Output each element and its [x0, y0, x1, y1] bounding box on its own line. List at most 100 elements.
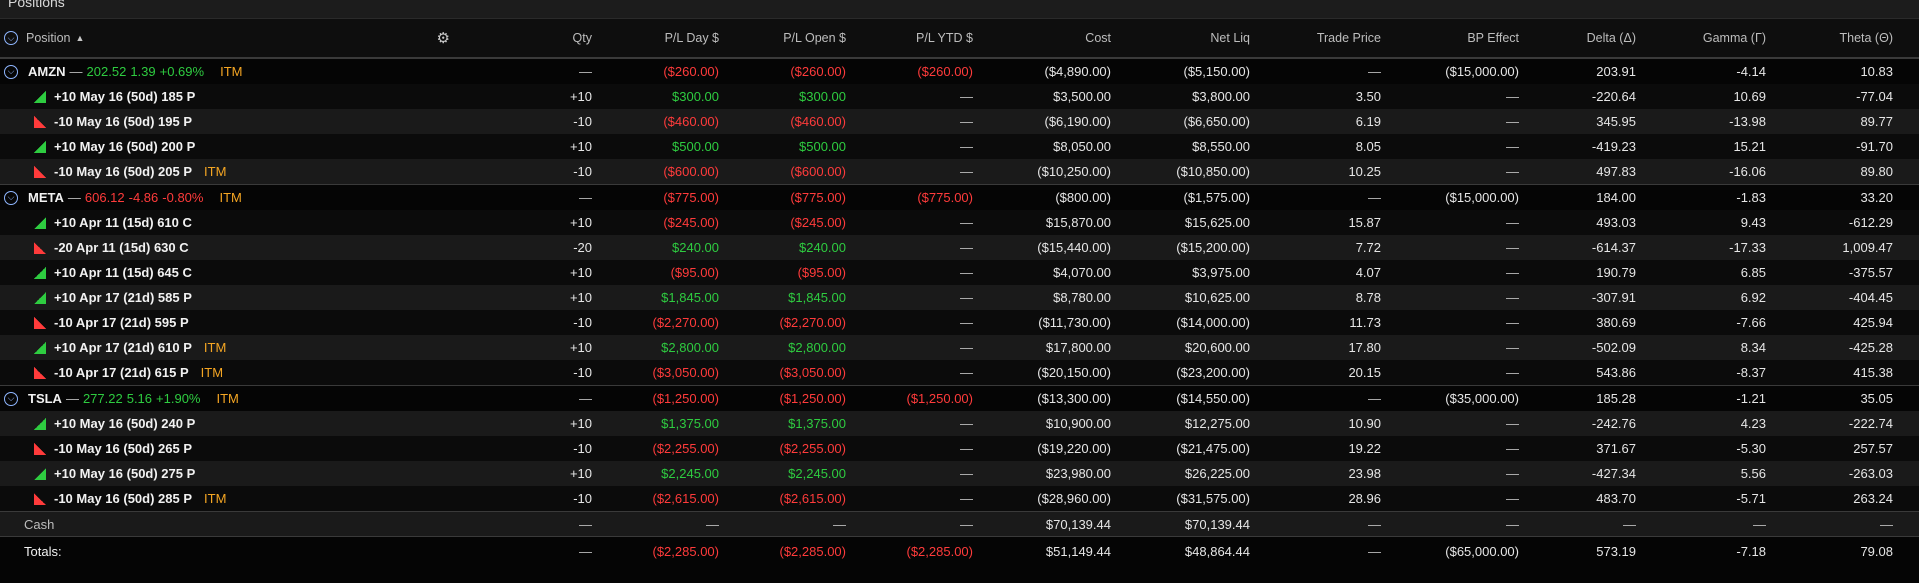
- totals-pl-day: ($2,285.00): [652, 544, 720, 559]
- leg-trade-price: 8.05: [1355, 139, 1381, 154]
- position-group-row[interactable]: ⌵ META —606.12 -4.86 -0.80% ITM — ($775.00) ($77…: [0, 184, 1919, 210]
- leg-pl-open: ($460.00): [790, 114, 846, 129]
- leg-theta: -612.29: [1848, 215, 1893, 230]
- leg-qty: -10: [573, 365, 592, 380]
- leg-gamma: 5.56: [1740, 466, 1766, 481]
- leg-cost: ($20,150.00): [1037, 365, 1111, 380]
- leg-cost: $3,500.00: [1053, 89, 1111, 104]
- itm-badge: ITM: [204, 164, 227, 179]
- totals-bp-effect: ($65,000.00): [1445, 544, 1519, 559]
- group-bp-effect: ($15,000.00): [1445, 64, 1519, 79]
- separator-dash: —: [65, 391, 79, 406]
- leg-delta: 493.03: [1596, 215, 1636, 230]
- table-row[interactable]: -10 May 16 (50d) 205 P ITM -10 ($600.00) ($6…: [0, 159, 1919, 184]
- leg-bp-effect: —: [1506, 164, 1519, 179]
- cash-row[interactable]: Cash — — — — $70,139.44 $70,139.44 — — —…: [0, 511, 1919, 536]
- table-row[interactable]: +10 Apr 11 (15d) 610 C +10 ($245.00) ($245.…: [0, 210, 1919, 235]
- position-group-row[interactable]: ⌵ TSLA —277.22 5.16 +1.90% ITM — ($1,250.00) ($1…: [0, 385, 1919, 411]
- leg-pl-open: ($2,615.00): [779, 491, 847, 506]
- leg-cost: ($28,960.00): [1037, 491, 1111, 506]
- leg-pl-open: $1,845.00: [788, 290, 846, 305]
- leg-theta: 89.80: [1860, 164, 1893, 179]
- header-pl-ytd[interactable]: P/L YTD $: [916, 31, 973, 45]
- leg-qty: -10: [573, 441, 592, 456]
- leg-net-liq: ($21,475.00): [1176, 441, 1250, 456]
- table-row[interactable]: -20 Apr 11 (15d) 630 C -20 $240.00 $240.00 —…: [0, 235, 1919, 260]
- leg-pl-ytd: —: [960, 114, 973, 129]
- table-row[interactable]: +10 May 16 (50d) 200 P +10 $500.00 $500.00 —…: [0, 134, 1919, 159]
- group-pl-day: ($260.00): [663, 64, 719, 79]
- header-trade-price[interactable]: Trade Price: [1316, 31, 1381, 45]
- group-cost: ($4,890.00): [1044, 64, 1112, 79]
- itm-badge: ITM: [204, 491, 227, 506]
- header-qty[interactable]: Qty: [572, 31, 592, 45]
- leg-trade-price: 23.98: [1348, 466, 1381, 481]
- collapse-icon[interactable]: ⌵: [4, 391, 18, 406]
- leg-theta: 257.57: [1853, 441, 1893, 456]
- group-pl-open: ($1,250.00): [779, 391, 847, 406]
- group-cost: ($800.00): [1055, 190, 1111, 205]
- collapse-icon[interactable]: ⌵: [4, 64, 18, 79]
- table-row[interactable]: +10 Apr 17 (21d) 610 P ITM +10 $2,800.00 $2,…: [0, 335, 1919, 360]
- table-row[interactable]: -10 May 16 (50d) 285 P ITM -10 ($2,615.00) (…: [0, 486, 1919, 511]
- leg-pl-ytd: —: [960, 315, 973, 330]
- header-theta[interactable]: Theta (Θ): [1839, 31, 1894, 45]
- group-net-liq: ($14,550.00): [1176, 391, 1250, 406]
- header-bp-effect[interactable]: BP Effect: [1467, 31, 1519, 45]
- table-row[interactable]: -10 Apr 17 (21d) 595 P -10 ($2,270.00) ($2,…: [0, 310, 1919, 335]
- leg-description: -10 Apr 17 (21d) 615 P: [54, 365, 189, 380]
- header-pl-day[interactable]: P/L Day $: [664, 31, 719, 45]
- underlying-change: 1.39: [130, 64, 156, 79]
- long-leg-icon: [34, 216, 46, 229]
- header-gamma[interactable]: Gamma (Γ): [1702, 31, 1766, 45]
- header-net-liq[interactable]: Net Liq: [1210, 31, 1250, 45]
- leg-pl-day: $1,845.00: [661, 290, 719, 305]
- table-row[interactable]: -10 Apr 17 (21d) 615 P ITM -10 ($3,050.00) (…: [0, 360, 1919, 385]
- leg-pl-day: $300.00: [672, 89, 719, 104]
- totals-pl-ytd: ($2,285.00): [906, 544, 974, 559]
- leg-delta: 371.67: [1596, 441, 1636, 456]
- group-qty: —: [579, 64, 592, 79]
- long-leg-icon: [34, 341, 46, 354]
- totals-theta: 79.08: [1860, 544, 1893, 559]
- long-leg-icon: [34, 266, 46, 279]
- short-leg-icon: [34, 165, 46, 178]
- leg-trade-price: 10.90: [1348, 416, 1381, 431]
- leg-delta: 380.69: [1596, 315, 1636, 330]
- leg-bp-effect: —: [1506, 441, 1519, 456]
- table-row[interactable]: +10 May 16 (50d) 275 P +10 $2,245.00 $2,245…: [0, 461, 1919, 486]
- gear-icon[interactable]: ⚙: [436, 30, 450, 47]
- cash-net-liq: $70,139.44: [1184, 516, 1250, 532]
- expand-all-icon[interactable]: ⌵: [4, 31, 18, 45]
- leg-pl-day: ($2,615.00): [652, 491, 720, 506]
- leg-description: -10 May 16 (50d) 285 P: [54, 491, 193, 506]
- header-cost[interactable]: Cost: [1085, 31, 1111, 45]
- header-position[interactable]: ⌵ Position ▲ ⚙: [0, 29, 460, 47]
- long-leg-icon: [34, 140, 46, 153]
- leg-gamma: -8.37: [1736, 365, 1766, 380]
- table-row[interactable]: +10 Apr 11 (15d) 645 C +10 ($95.00) ($95.00…: [0, 260, 1919, 285]
- leg-description: +10 May 16 (50d) 240 P: [54, 416, 196, 431]
- table-row[interactable]: -10 May 16 (50d) 265 P -10 ($2,255.00) ($2,…: [0, 436, 1919, 461]
- position-group-row[interactable]: ⌵ AMZN —202.52 1.39 +0.69% ITM — ($260.00) ($260…: [0, 58, 1919, 84]
- table-row[interactable]: +10 Apr 17 (21d) 585 P +10 $1,845.00 $1,845…: [0, 285, 1919, 310]
- header-pl-open[interactable]: P/L Open $: [783, 31, 846, 45]
- header-delta[interactable]: Delta (Δ): [1586, 31, 1636, 45]
- group-delta: 203.91: [1596, 64, 1636, 79]
- leg-theta: -404.45: [1848, 290, 1893, 305]
- leg-net-liq: ($23,200.00): [1176, 365, 1250, 380]
- group-pl-day: ($775.00): [663, 190, 719, 205]
- leg-pl-open: $2,245.00: [788, 466, 846, 481]
- leg-pl-day: $500.00: [672, 139, 719, 154]
- leg-theta: 89.77: [1860, 114, 1893, 129]
- collapse-icon[interactable]: ⌵: [4, 190, 18, 205]
- leg-cost: $10,900.00: [1045, 416, 1111, 431]
- table-row[interactable]: +10 May 16 (50d) 240 P +10 $1,375.00 $1,375…: [0, 411, 1919, 436]
- leg-qty: -10: [573, 164, 592, 179]
- table-row[interactable]: -10 May 16 (50d) 195 P -10 ($460.00) ($460.…: [0, 109, 1919, 134]
- leg-pl-ytd: —: [960, 215, 973, 230]
- leg-trade-price: 19.22: [1348, 441, 1381, 456]
- short-leg-icon: [34, 366, 46, 379]
- leg-position-cell: +10 May 16 (50d) 275 P: [0, 466, 460, 481]
- table-row[interactable]: +10 May 16 (50d) 185 P +10 $300.00 $300.00 —…: [0, 84, 1919, 109]
